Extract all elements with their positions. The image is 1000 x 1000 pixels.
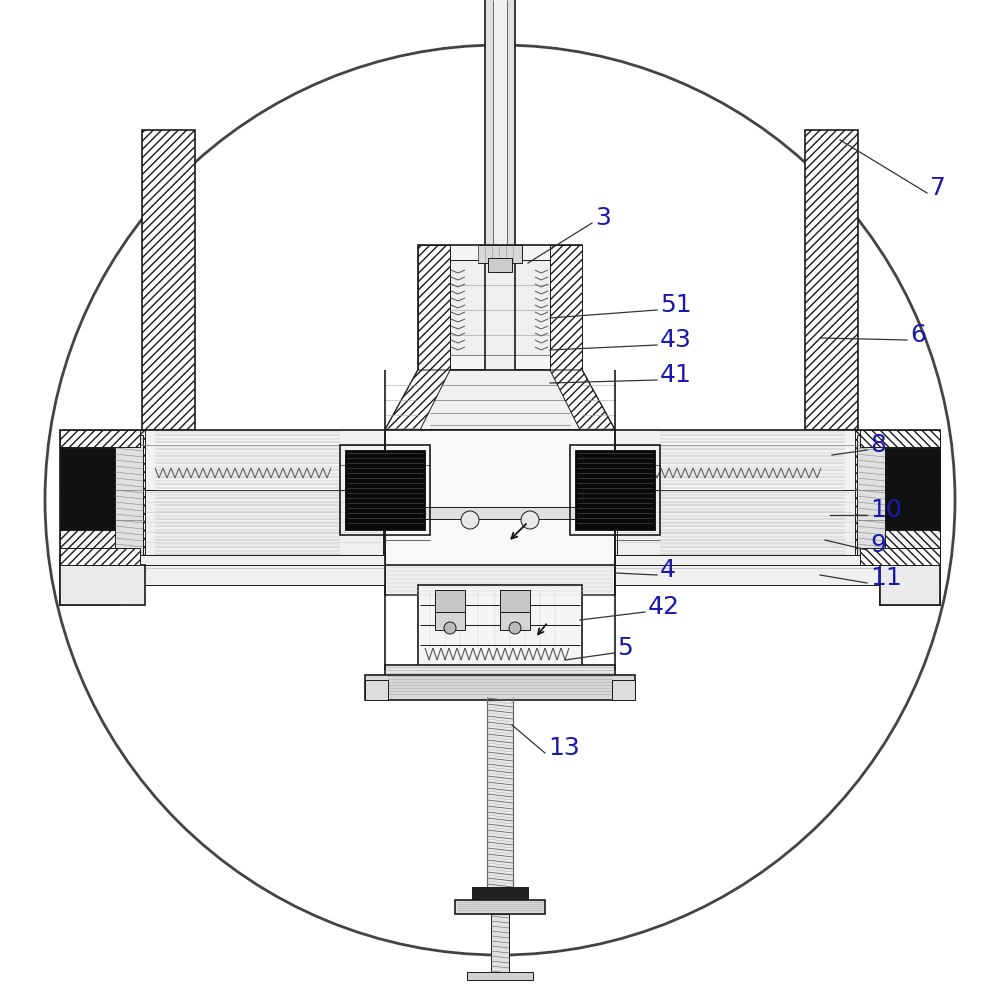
Polygon shape xyxy=(385,370,615,430)
Bar xyxy=(60,430,145,565)
Bar xyxy=(385,430,615,585)
Bar xyxy=(60,430,140,447)
Bar xyxy=(507,0,515,255)
Bar xyxy=(60,555,385,585)
Bar xyxy=(885,448,940,530)
Bar xyxy=(365,675,635,700)
Text: 43: 43 xyxy=(660,328,692,352)
Text: 9: 9 xyxy=(870,533,886,557)
Bar xyxy=(385,565,615,595)
Polygon shape xyxy=(60,555,385,565)
Text: 5: 5 xyxy=(617,636,633,660)
Bar xyxy=(550,245,582,370)
Bar xyxy=(418,245,582,370)
Polygon shape xyxy=(385,370,450,430)
Bar xyxy=(615,555,940,585)
Bar xyxy=(485,245,515,370)
Bar xyxy=(487,695,513,895)
Bar xyxy=(570,445,660,535)
Bar xyxy=(450,260,550,355)
Bar xyxy=(500,612,530,630)
Bar xyxy=(385,507,615,519)
Bar xyxy=(467,972,533,980)
Bar xyxy=(385,665,615,695)
Circle shape xyxy=(461,511,479,529)
Text: 4: 4 xyxy=(660,558,676,582)
Bar xyxy=(500,590,530,612)
Circle shape xyxy=(444,622,456,634)
Bar xyxy=(455,900,545,914)
Bar xyxy=(145,490,383,555)
Bar xyxy=(612,680,635,700)
Text: 6: 6 xyxy=(910,323,926,347)
Bar xyxy=(60,430,940,565)
Bar xyxy=(365,680,388,700)
Bar xyxy=(485,0,515,255)
Bar xyxy=(142,130,195,430)
Bar xyxy=(60,555,120,605)
Bar xyxy=(617,490,855,555)
Text: 41: 41 xyxy=(660,363,692,387)
Bar xyxy=(491,914,509,974)
Circle shape xyxy=(45,45,955,955)
Bar xyxy=(435,612,465,630)
Text: 51: 51 xyxy=(660,293,692,317)
Text: 11: 11 xyxy=(870,566,902,590)
Bar xyxy=(60,565,145,605)
Text: 13: 13 xyxy=(548,736,580,760)
Bar xyxy=(857,435,885,560)
Bar xyxy=(488,258,512,272)
Bar xyxy=(575,450,655,530)
Text: 7: 7 xyxy=(930,176,946,200)
Bar xyxy=(340,445,430,535)
Bar xyxy=(60,548,140,565)
Text: 8: 8 xyxy=(870,433,886,457)
Bar xyxy=(485,0,493,255)
Bar xyxy=(860,430,940,447)
Bar xyxy=(478,245,522,263)
Bar xyxy=(860,548,940,565)
Bar xyxy=(60,448,115,530)
Circle shape xyxy=(521,511,539,529)
Text: 42: 42 xyxy=(648,595,680,619)
Bar xyxy=(805,130,858,430)
Bar xyxy=(880,555,940,605)
Polygon shape xyxy=(550,370,615,430)
Bar xyxy=(880,565,940,605)
Bar xyxy=(345,450,425,530)
Bar xyxy=(115,435,143,560)
Circle shape xyxy=(509,622,521,634)
Bar xyxy=(435,590,465,612)
Text: 3: 3 xyxy=(595,206,611,230)
Bar xyxy=(418,245,450,370)
Bar xyxy=(472,887,528,902)
Text: 10: 10 xyxy=(870,498,902,522)
Bar xyxy=(418,585,582,675)
Polygon shape xyxy=(615,555,880,565)
Bar xyxy=(855,430,940,565)
